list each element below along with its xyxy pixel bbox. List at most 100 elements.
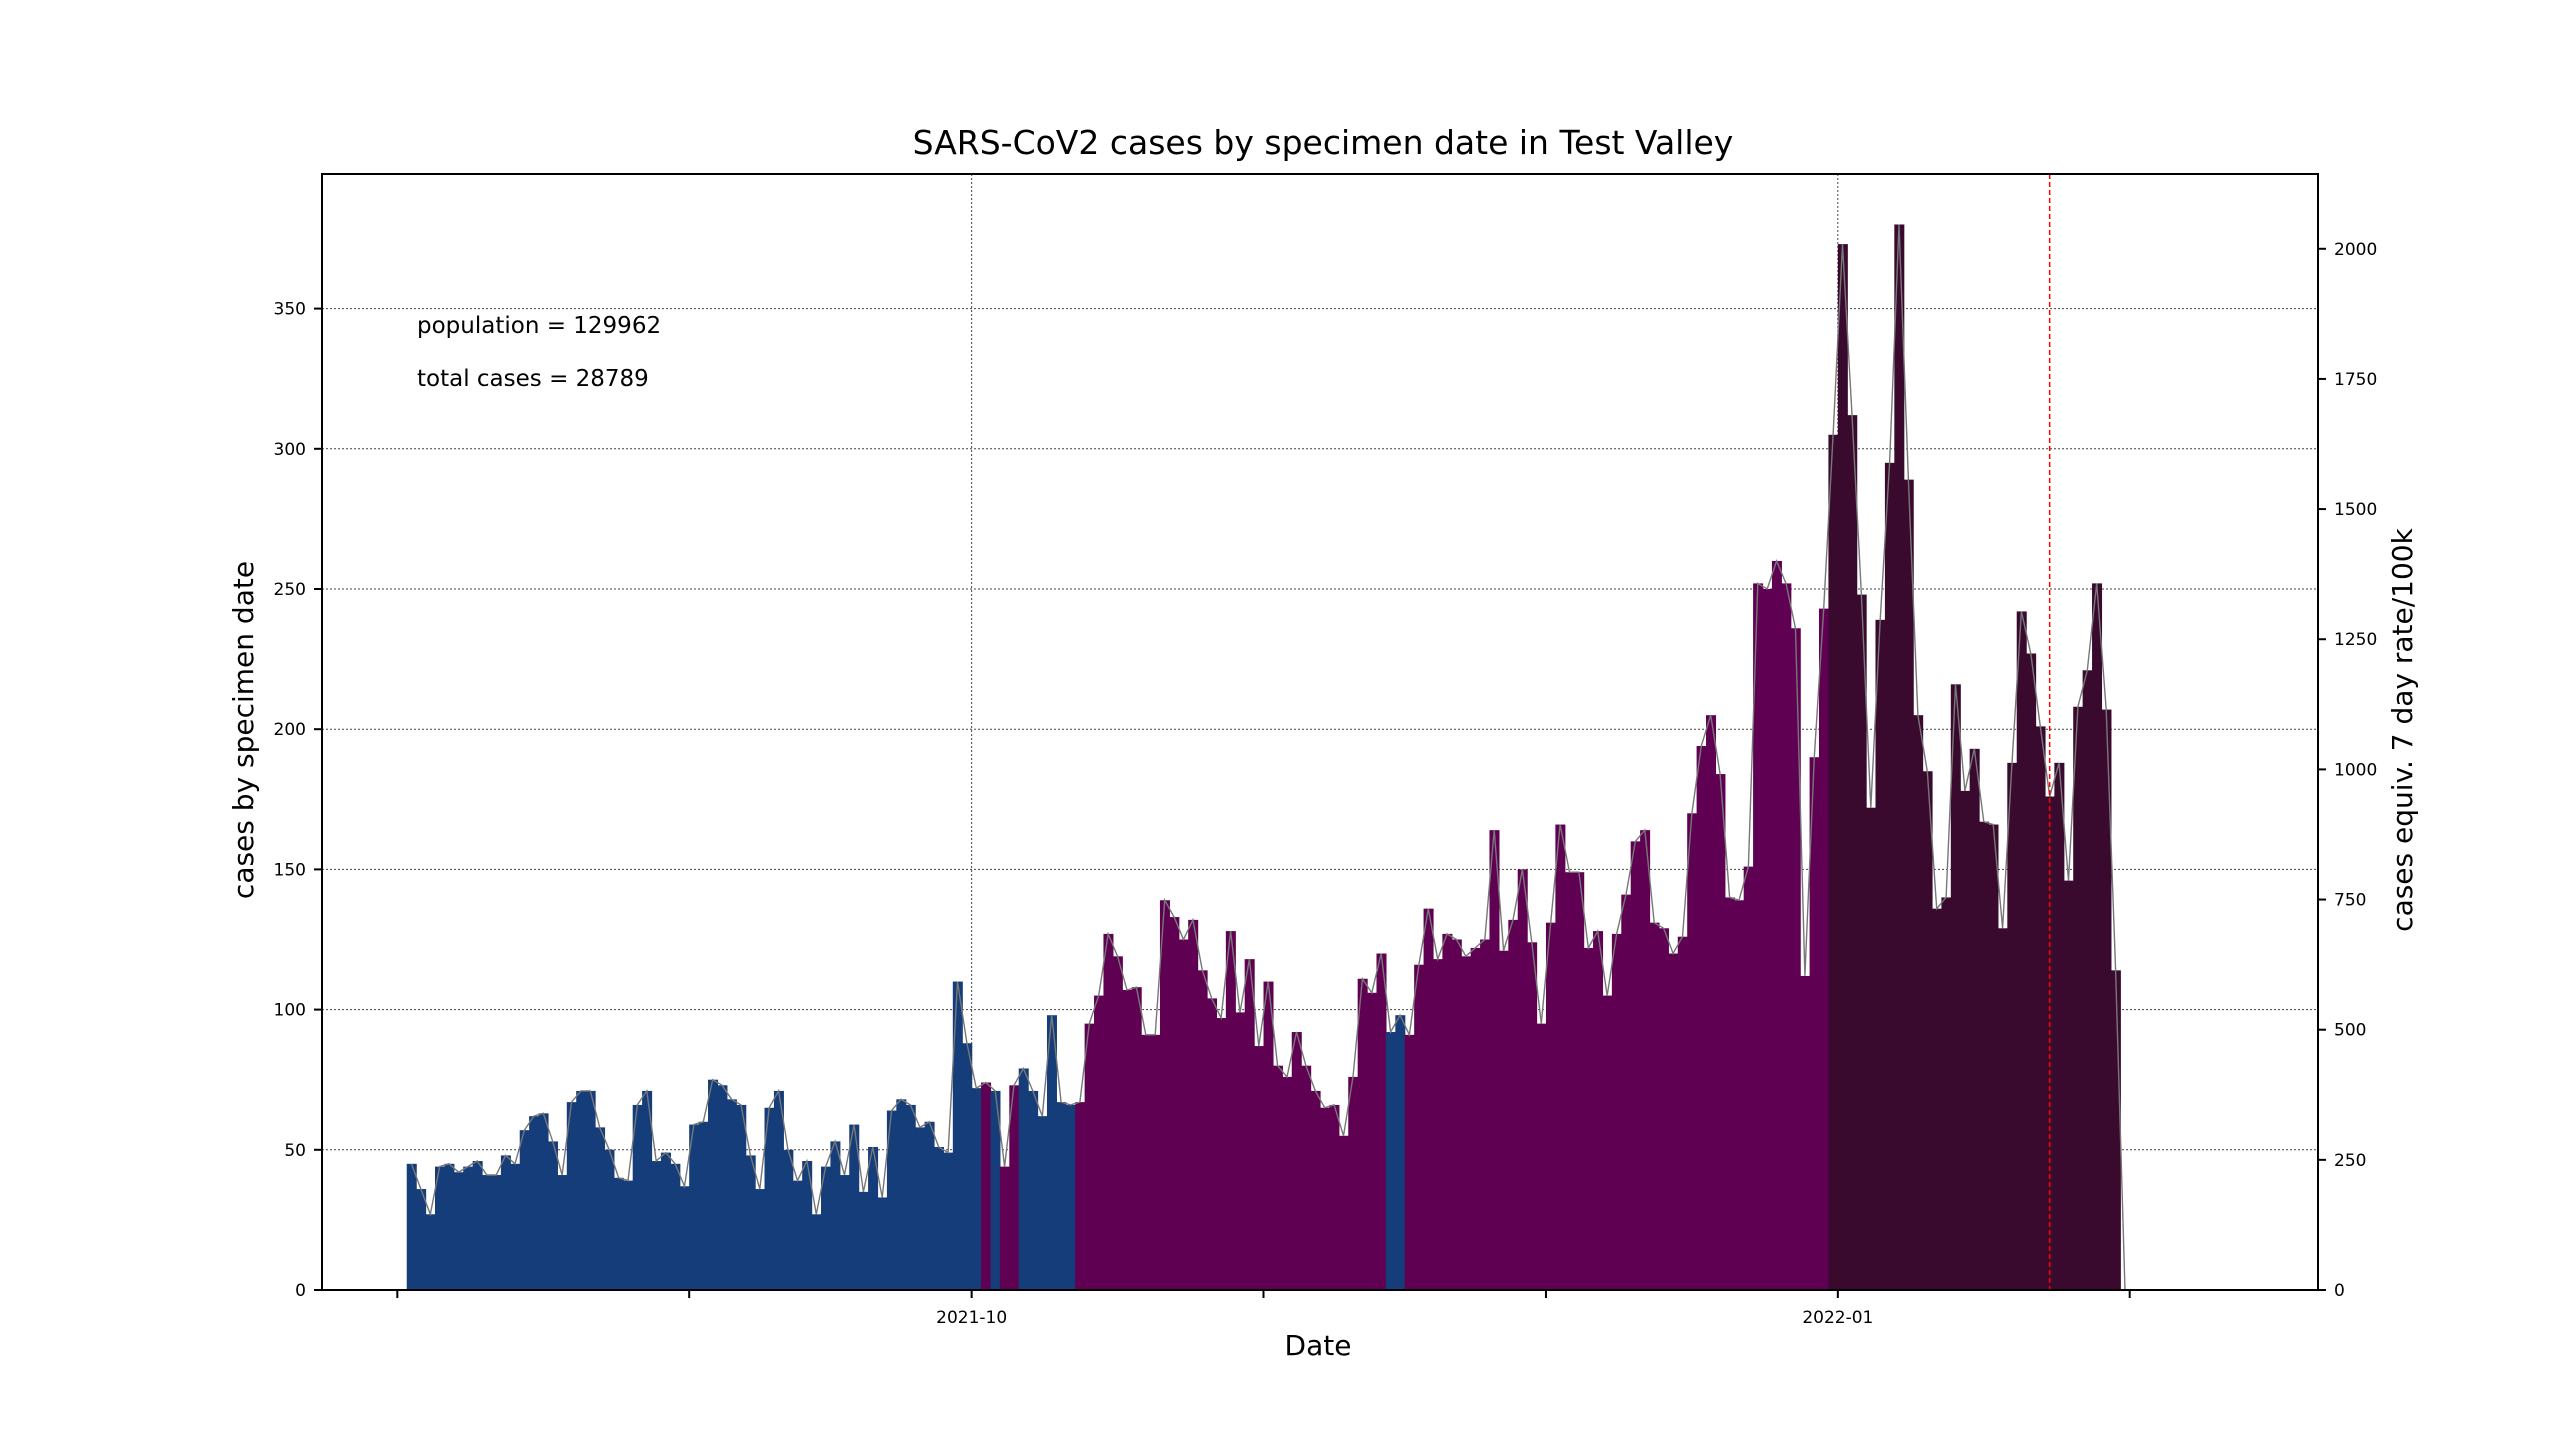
bar xyxy=(1225,931,1236,1290)
bar xyxy=(425,1214,436,1290)
bar xyxy=(1743,866,1754,1290)
bar xyxy=(632,1104,643,1290)
y-right-tick-label: 1000 xyxy=(2334,760,2377,780)
bar xyxy=(1348,1076,1359,1290)
plot-frame xyxy=(321,173,2319,1291)
y-tick-label: 150 xyxy=(274,860,306,880)
bars xyxy=(406,224,2121,1291)
bar xyxy=(1272,1065,1283,1290)
bar xyxy=(1875,619,1886,1290)
bar xyxy=(1244,959,1255,1290)
bar xyxy=(1640,830,1651,1290)
bar xyxy=(1527,942,1538,1290)
bar xyxy=(1037,1116,1048,1290)
bar xyxy=(1555,824,1566,1290)
bar xyxy=(1112,956,1123,1290)
bar xyxy=(1131,987,1142,1290)
bar xyxy=(547,1141,558,1290)
bar xyxy=(1771,560,1782,1290)
y-right-tick-label: 250 xyxy=(2334,1151,2366,1171)
bar xyxy=(1847,415,1858,1290)
bar xyxy=(952,981,963,1290)
bar xyxy=(491,1175,502,1290)
y-tick-label: 0 xyxy=(295,1281,306,1301)
y-axis-label: cases by specimen date xyxy=(227,561,260,899)
bar xyxy=(792,1180,803,1290)
bar xyxy=(2044,796,2055,1290)
y-right-tick-label: 750 xyxy=(2334,891,2366,911)
bar xyxy=(2082,670,2093,1290)
bar xyxy=(1320,1107,1331,1290)
bar xyxy=(416,1189,427,1290)
bar xyxy=(557,1175,568,1290)
bar xyxy=(1376,953,1387,1290)
bar xyxy=(1611,933,1622,1290)
bar xyxy=(482,1175,493,1290)
total-cases-annotation: total cases = 28789 xyxy=(417,366,649,392)
bar xyxy=(933,1146,944,1290)
bar xyxy=(1385,1032,1396,1290)
bar xyxy=(1809,757,1820,1290)
bar xyxy=(1564,872,1575,1290)
bar xyxy=(868,1146,879,1290)
bar xyxy=(1442,933,1453,1290)
bar xyxy=(1159,900,1170,1290)
bar xyxy=(783,1149,794,1290)
bar xyxy=(576,1090,587,1290)
bar xyxy=(1018,1068,1029,1290)
y-axis-right-label: cases equiv. 7 day rate/100k xyxy=(2386,527,2419,931)
bar xyxy=(1367,992,1378,1290)
bar xyxy=(1470,947,1481,1290)
bar xyxy=(1084,1023,1095,1290)
bar xyxy=(1950,684,1961,1290)
bar xyxy=(1461,956,1472,1290)
bar xyxy=(755,1189,766,1290)
bar xyxy=(1263,981,1274,1290)
bar xyxy=(2063,880,2074,1290)
bar xyxy=(538,1113,549,1290)
y-right-tick-label: 1500 xyxy=(2334,500,2377,520)
bar xyxy=(1357,978,1368,1290)
bar xyxy=(2092,583,2103,1290)
bar xyxy=(1621,894,1632,1290)
bar xyxy=(830,1141,841,1290)
bar xyxy=(1178,939,1189,1290)
bar xyxy=(849,1124,860,1290)
bar xyxy=(689,1124,700,1290)
bar xyxy=(2035,726,2046,1290)
bar xyxy=(1715,774,1726,1290)
bar xyxy=(981,1082,992,1290)
bar xyxy=(1169,917,1180,1290)
bar xyxy=(2054,762,2065,1290)
bar xyxy=(1301,1065,1312,1290)
bar xyxy=(1489,830,1500,1290)
bar xyxy=(1291,1032,1302,1290)
bar xyxy=(1790,628,1801,1290)
bar xyxy=(877,1197,888,1290)
bar xyxy=(472,1161,483,1290)
bar xyxy=(1969,748,1980,1290)
bar xyxy=(698,1121,709,1290)
bar xyxy=(660,1152,671,1290)
y-right-tick-label: 1250 xyxy=(2334,630,2377,650)
bar xyxy=(1432,959,1443,1290)
bar xyxy=(529,1116,540,1290)
bar xyxy=(1028,1090,1039,1290)
trend-polyline xyxy=(410,224,2126,1291)
bar xyxy=(642,1090,653,1290)
y-tick-label: 250 xyxy=(274,580,306,600)
bar xyxy=(623,1180,634,1290)
bar xyxy=(2016,611,2027,1290)
bar xyxy=(1837,244,1848,1291)
bar xyxy=(886,1110,897,1290)
bar xyxy=(1630,841,1641,1290)
bar xyxy=(1960,790,1971,1290)
bar xyxy=(1451,939,1462,1290)
bar xyxy=(1903,479,1914,1290)
bar xyxy=(1517,869,1528,1290)
bar xyxy=(1310,1090,1321,1290)
bar xyxy=(1207,998,1218,1290)
bar xyxy=(811,1214,822,1290)
bar xyxy=(1894,224,1905,1290)
bar xyxy=(1677,936,1688,1290)
